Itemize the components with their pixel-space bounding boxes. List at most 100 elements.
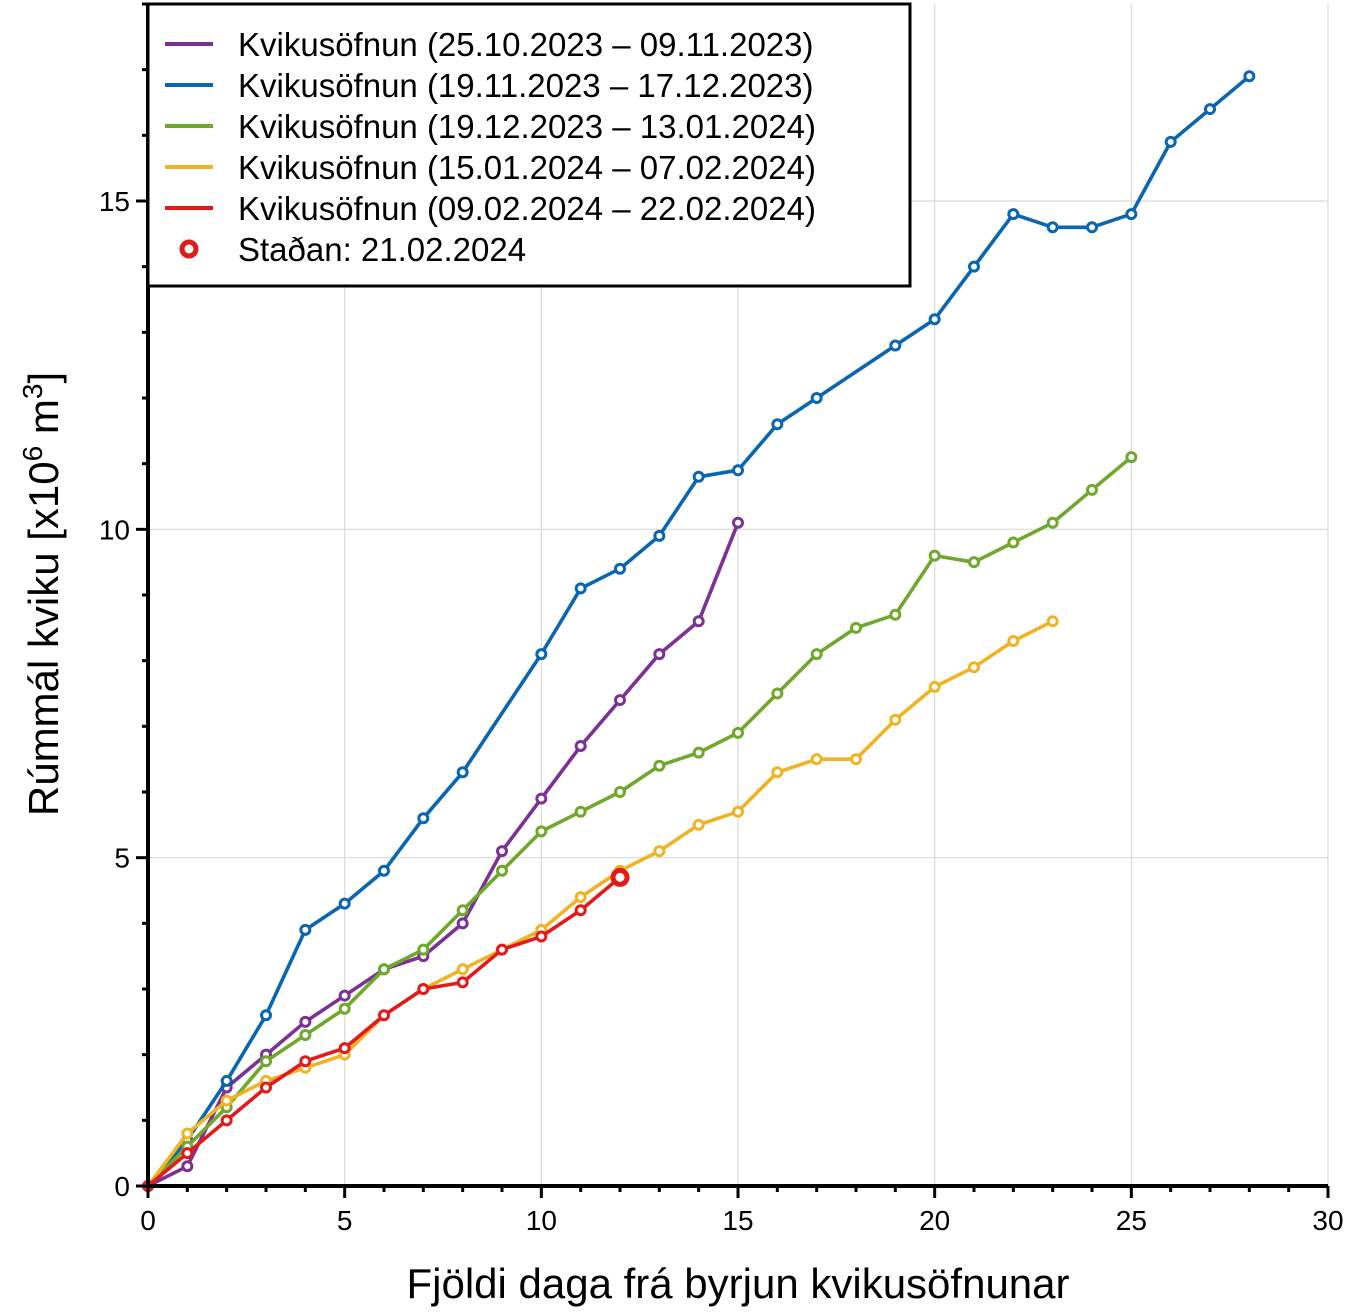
legend-label: Kvikusöfnun (19.12.2023 – 13.01.2024) bbox=[238, 108, 816, 145]
y-tick-label: 0 bbox=[114, 1171, 130, 1202]
x-axis-title: Fjöldi daga frá byrjun kvikusöfnunar bbox=[406, 1260, 1069, 1307]
y-axis-title-end: ] bbox=[20, 372, 67, 384]
data-point bbox=[299, 923, 312, 936]
data-point bbox=[496, 864, 508, 877]
y-axis-title-mid: m bbox=[20, 399, 67, 446]
legend-box bbox=[146, 2, 912, 288]
data-point bbox=[535, 792, 548, 805]
series-line bbox=[146, 520, 740, 1188]
data-point bbox=[614, 694, 626, 707]
data-point bbox=[299, 1028, 312, 1041]
data-point bbox=[299, 1015, 312, 1028]
data-point bbox=[1086, 483, 1098, 496]
x-tick-label: 5 bbox=[337, 1205, 353, 1236]
y-tick-label: 10 bbox=[99, 514, 130, 545]
y-axis-title-main: Rúmmál kviku [x10 bbox=[20, 461, 67, 816]
data-point bbox=[928, 313, 941, 326]
data-point bbox=[378, 1009, 390, 1022]
x-tick-label: 0 bbox=[140, 1205, 156, 1236]
x-tick-label: 20 bbox=[919, 1205, 950, 1236]
data-point bbox=[1007, 208, 1020, 221]
data-point bbox=[889, 608, 902, 621]
data-point bbox=[850, 621, 862, 634]
data-point bbox=[1046, 221, 1059, 234]
data-point bbox=[535, 930, 548, 943]
legend: Kvikusöfnun (25.10.2023 – 09.11.2023) Kvi… bbox=[146, 2, 912, 288]
data-point bbox=[574, 904, 587, 917]
data-point bbox=[692, 470, 705, 483]
data-point bbox=[574, 582, 587, 595]
data-point bbox=[1046, 615, 1059, 628]
data-point bbox=[1204, 103, 1216, 116]
x-tick-label: 15 bbox=[722, 1205, 753, 1236]
data-point bbox=[220, 1094, 233, 1107]
data-point bbox=[732, 805, 744, 818]
series-2 bbox=[142, 70, 1256, 1192]
data-point bbox=[260, 1055, 272, 1068]
series-3 bbox=[142, 451, 1138, 1192]
data-point bbox=[614, 786, 626, 798]
data-point bbox=[653, 845, 666, 858]
data-point bbox=[771, 687, 784, 700]
data-point bbox=[1125, 451, 1138, 464]
legend-status-label: Staðan: 21.02.2024 bbox=[238, 231, 526, 268]
series-layer bbox=[142, 70, 1256, 1192]
series-line bbox=[146, 619, 1055, 1188]
data-point bbox=[456, 917, 469, 930]
data-point bbox=[771, 418, 784, 431]
legend-label: Kvikusöfnun (19.11.2023 – 17.12.2023) bbox=[238, 67, 814, 104]
y-axis-title-sup-1: 6 bbox=[17, 446, 48, 462]
legend-label: Kvikusöfnun (15.01.2024 – 07.02.2024) bbox=[238, 149, 816, 186]
data-point bbox=[732, 516, 744, 529]
x-tick-label: 25 bbox=[1116, 1205, 1147, 1236]
data-point bbox=[1164, 135, 1177, 148]
current-status-point bbox=[610, 867, 630, 887]
data-point bbox=[1086, 221, 1098, 234]
y-tick-label: 15 bbox=[99, 186, 130, 217]
data-point bbox=[535, 648, 548, 661]
data-point bbox=[1007, 634, 1020, 647]
data-point bbox=[338, 897, 351, 910]
data-point bbox=[456, 766, 469, 779]
data-point bbox=[338, 1002, 351, 1015]
data-point bbox=[417, 943, 430, 956]
data-point bbox=[535, 825, 548, 838]
data-point bbox=[574, 891, 587, 904]
data-point bbox=[181, 1160, 194, 1173]
data-point bbox=[220, 1074, 233, 1087]
data-point bbox=[338, 1042, 351, 1055]
ticks: 0 5 10 15 20 25 30 0 5 10 15 bbox=[99, 2, 1344, 1236]
data-point bbox=[496, 845, 508, 858]
data-point bbox=[968, 556, 980, 569]
legend-label: Kvikusöfnun (25.10.2023 – 09.11.2023) bbox=[238, 26, 814, 63]
data-point bbox=[614, 562, 626, 575]
data-point bbox=[181, 1147, 194, 1160]
data-point bbox=[456, 976, 469, 989]
data-point bbox=[1125, 208, 1138, 221]
data-point bbox=[299, 1055, 312, 1068]
y-tick-label: 5 bbox=[114, 843, 130, 874]
data-point bbox=[928, 549, 941, 562]
legend-status-marker bbox=[179, 239, 199, 259]
data-point bbox=[456, 904, 469, 917]
y-axis-title-sup-2: 3 bbox=[17, 384, 48, 400]
data-point bbox=[1243, 70, 1256, 83]
data-point bbox=[810, 753, 823, 766]
x-tick-label: 30 bbox=[1312, 1205, 1343, 1236]
data-point bbox=[496, 943, 508, 956]
data-point bbox=[653, 648, 666, 661]
data-point bbox=[810, 392, 823, 404]
data-point bbox=[928, 680, 941, 693]
data-point bbox=[456, 963, 469, 976]
data-point bbox=[1007, 536, 1020, 549]
data-point bbox=[378, 963, 390, 976]
data-point bbox=[889, 713, 902, 726]
y-axis-title: Rúmmál kviku [x106 m3] bbox=[17, 372, 67, 816]
data-point bbox=[692, 818, 705, 831]
data-point bbox=[220, 1114, 233, 1127]
data-point bbox=[732, 464, 744, 477]
data-point bbox=[692, 746, 705, 759]
legend-label: Kvikusöfnun (09.02.2024 – 22.02.2024) bbox=[238, 190, 816, 227]
data-point bbox=[968, 260, 980, 273]
